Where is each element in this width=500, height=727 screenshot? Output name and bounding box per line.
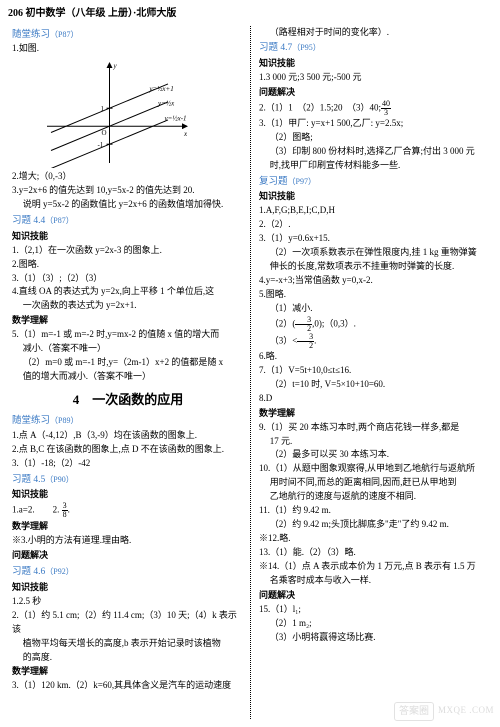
item-r7: 4.y=-x+3;当常值函数 y=0,x-2. bbox=[259, 274, 488, 288]
item-r11a: 7.（1）V=5t+10,0≤t≤16. bbox=[259, 364, 488, 378]
section-xiti-4-4: 习题 4.4（P87） bbox=[12, 214, 244, 229]
heading-zhishi-3: 知识技能 bbox=[12, 581, 244, 595]
item-r3a: 3.（1）甲厂: y=x+1 500,乙厂: y=2.5x; bbox=[259, 117, 488, 131]
item-r9a: （1）减小. bbox=[259, 302, 488, 316]
left-column: 随堂练习（P87） 1.如图. xyO1-1y=½x+1y=½xy=½x-1 2… bbox=[8, 26, 250, 720]
heading-shuxue-2: 数学理解 bbox=[12, 520, 244, 534]
item-12: 1.a=2. 2. 38. bbox=[12, 502, 244, 519]
item-r3b: （2）图略; bbox=[259, 131, 488, 145]
item-r11b: （2）t=10 时, V=5×10+10=60. bbox=[259, 378, 488, 392]
item-15b: 植物平均每天增长的高度,b 表示开始记录时该植物 bbox=[12, 637, 244, 651]
item-r19b: （2）1 m₂; bbox=[259, 617, 488, 631]
svg-text:y=½x+1: y=½x+1 bbox=[148, 85, 173, 93]
item-r9c: （3）<32. bbox=[259, 333, 488, 350]
item-r19a: 15.（1）l₁; bbox=[259, 603, 488, 617]
right-column: （路程相对于时间的变化率）. 习题 4.7（P95） 知识技能 1.3 000 … bbox=[250, 26, 492, 720]
item-r6b: （2）一次项系数表示在弹性限度内,挂 1 kg 重物弹簧 bbox=[259, 246, 488, 260]
item-2: 2.增大;（0,-3） bbox=[12, 170, 244, 184]
item-r18a: ※14.（1）点 A 表示成本价为 1 万元,点 B 表示有 1.5 万 bbox=[259, 560, 488, 574]
item-r3d: 时,找甲厂印刷宣传材料能多一些. bbox=[259, 159, 488, 173]
item-r12: 8.D bbox=[259, 392, 488, 406]
watermark-url: MXQE .COM bbox=[438, 704, 494, 718]
heading-zhishi-r2: 知识技能 bbox=[259, 190, 488, 204]
svg-text:y=½x: y=½x bbox=[157, 99, 175, 107]
svg-text:x: x bbox=[183, 130, 188, 138]
watermark-box: 答案圈 bbox=[394, 702, 434, 722]
item-r19c: （3）小明将赢得这场比赛. bbox=[259, 631, 488, 645]
svg-text:O: O bbox=[102, 129, 107, 137]
item-r3c: （3）印制 800 份材料时,选择乙厂合算;付出 3 000 元 bbox=[259, 145, 488, 159]
item-8a: 5.（1）m=-1 或 m=-2 时,y=mx-2 的值随 x 值的增大而 bbox=[12, 328, 244, 342]
item-r13c: （2）最多可以买 30 本练习本. bbox=[259, 448, 488, 462]
item-r15a: 11.（1）约 9.42 m. bbox=[259, 504, 488, 518]
item-r2: 2.（1）1 （2）1.5;20 （3）40;403 bbox=[259, 100, 488, 117]
section-suitang-2: 随堂练习（P89） bbox=[12, 414, 244, 429]
item-11: 3.（1）-18;（2）-42 bbox=[12, 457, 244, 471]
section-suitang-1: 随堂练习（P87） bbox=[12, 28, 244, 43]
item-7b: 一次函数的表达式为 y=2x+1. bbox=[12, 299, 244, 313]
item-3b: 说明 y=5x-2 的函数值比 y=2x+6 的函数值增加得快. bbox=[12, 198, 244, 212]
heading-shuxue-3: 数学理解 bbox=[12, 665, 244, 679]
item-8b: 减小.（答案不唯一） bbox=[12, 342, 244, 356]
heading-wenti-r2: 问题解决 bbox=[259, 589, 488, 603]
line-chart: xyO1-1y=½x+1y=½xy=½x-1 bbox=[42, 58, 244, 168]
heading-zhishi-r1: 知识技能 bbox=[259, 57, 488, 71]
item-r17: 13.（1）能.（2）（3）略. bbox=[259, 546, 488, 560]
item-14: 1.2.5 秒 bbox=[12, 595, 244, 609]
svg-text:y=½x-1: y=½x-1 bbox=[164, 115, 187, 123]
item-1: 1.如图. bbox=[12, 42, 244, 56]
section-xiti-4-7: 习题 4.7（P95） bbox=[259, 41, 488, 56]
item-r8: 5.图略. bbox=[259, 288, 488, 302]
heading-wenti-1: 问题解决 bbox=[12, 549, 244, 563]
item-8d: 值的增大而减小.（答案不唯一） bbox=[12, 370, 244, 384]
item-13: ※3.小明的方法有道理.理由略. bbox=[12, 534, 244, 548]
section-xiti-4-6: 习题 4.6（P92） bbox=[12, 565, 244, 580]
item-r0: （路程相对于时间的变化率）. bbox=[259, 26, 488, 40]
item-r4: 1.A,F,G;B,E,I;C,D,H bbox=[259, 204, 488, 218]
heading-shuxue-r: 数学理解 bbox=[259, 407, 488, 421]
item-r5: 2.（2）. bbox=[259, 218, 488, 232]
page-header: 206 初中数学（八年级 上册）·北师大版 bbox=[8, 6, 492, 22]
section-fuxiti: 复习题（P97） bbox=[259, 175, 488, 190]
item-4: 1.（2,1）在一次函数 y=2x-3 的图象上. bbox=[12, 244, 244, 258]
item-16a: 3.（1）120 km.（2）k=60,其具体含义是汽车的运动速度 bbox=[12, 679, 244, 693]
item-15c: 的高度. bbox=[12, 651, 244, 665]
chapter-title: 4 一次函数的应用 bbox=[12, 390, 244, 410]
item-7a: 4.直线 OA 的表达式为 y=2x,向上平移 1 个单位后,这 bbox=[12, 285, 244, 299]
item-10: 2.点 B,C 在该函数的图象上,点 D 不在该函数的图象上. bbox=[12, 443, 244, 457]
item-r14c: 乙地航行的速度与返航的速度不相同. bbox=[259, 490, 488, 504]
item-9: 1.点 A（-4,12）,B（3,-9）均在该函数的图象上. bbox=[12, 429, 244, 443]
item-r14a: 10.（1）从题中图象观察得,从甲地到乙地航行与返航所 bbox=[259, 462, 488, 476]
item-r6: 3.（1）y=0.6x+15. bbox=[259, 232, 488, 246]
item-r14b: 用时间不同,而总的距离相同,因而,赶已从甲地到 bbox=[259, 476, 488, 490]
item-r13b: 17 元. bbox=[259, 435, 488, 449]
item-r13a: 9.（1）买 20 本练习本时,两个商店花钱一样多,都是 bbox=[259, 421, 488, 435]
item-3a: 3.y=2x+6 的值先达到 10,y=5x-2 的值先达到 20. bbox=[12, 184, 244, 198]
heading-wenti-r1: 问题解决 bbox=[259, 86, 488, 100]
heading-zhishi-2: 知识技能 bbox=[12, 488, 244, 502]
item-r18b: 名乘客时成本与收入一样. bbox=[259, 574, 488, 588]
heading-shuxue-1: 数学理解 bbox=[12, 314, 244, 328]
item-15a: 2.（1）约 5.1 cm;（2）约 11.4 cm;（3）10 天;（4）k … bbox=[12, 609, 244, 637]
svg-text:y: y bbox=[113, 62, 118, 70]
heading-zhishi-1: 知识技能 bbox=[12, 230, 244, 244]
item-r1: 1.3 000 元;3 500 元;-500 元 bbox=[259, 71, 488, 85]
item-r16: ※12.略. bbox=[259, 532, 488, 546]
section-xiti-4-5: 习题 4.5（P90） bbox=[12, 473, 244, 488]
item-r6c: 伸长的长度,常数项表示不挂重物时弹簧的长度. bbox=[259, 260, 488, 274]
watermark: 答案圈 MXQE .COM bbox=[394, 702, 494, 722]
item-8c: （2）m=0 或 m=-1 时,y=（2m-1）x+2 的值都是随 x bbox=[12, 356, 244, 370]
item-r15b: （2）约 9.42 m;头顶比脚底多"走"了约 9.42 m. bbox=[259, 518, 488, 532]
item-r9b: （2）(32,0);（0,3）. bbox=[259, 316, 488, 333]
item-r10: 6.略. bbox=[259, 350, 488, 364]
item-5: 2.图略. bbox=[12, 258, 244, 272]
item-6: 3.（1）（3）;（2）（3） bbox=[12, 272, 244, 286]
